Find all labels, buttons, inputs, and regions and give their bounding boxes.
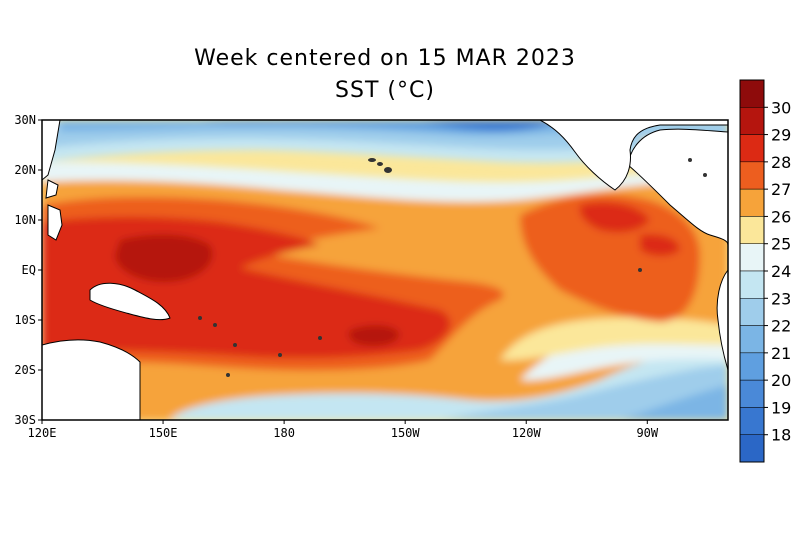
latitude-axis: 30N 20N 10N EQ 10S 20S 30S — [14, 113, 42, 427]
colorbar-swatch — [739, 434, 765, 463]
colorbar-tick-label: 28 — [771, 153, 791, 172]
colorbar-tick-label: 22 — [771, 317, 791, 336]
colorbar-swatch — [739, 270, 765, 299]
colorbar-swatch — [739, 298, 765, 326]
lat-tick-label: 30S — [14, 413, 36, 427]
colorbar-swatch — [739, 325, 765, 354]
colorbar-swatch — [739, 79, 765, 108]
colorbar-swatch — [739, 107, 765, 135]
colorbar-tick-label: 20 — [771, 371, 791, 390]
lon-tick-label: 150E — [149, 426, 178, 440]
colorbar-tick-label: 25 — [771, 235, 791, 254]
colorbar-swatch — [739, 407, 765, 435]
colorbar-tick-label: 24 — [771, 262, 791, 281]
colorbar-swatch — [739, 188, 765, 217]
map-title: Week centered on 15 MAR 2023 — [194, 46, 576, 71]
lon-tick-label: 150W — [391, 426, 421, 440]
colorbar-swatch — [739, 243, 765, 272]
colorbar-tick-label: 18 — [771, 426, 791, 445]
lon-tick-label: 120W — [512, 426, 542, 440]
colorbar-tick-label: 27 — [771, 180, 791, 199]
lat-tick-label: 20S — [14, 363, 36, 377]
lat-tick-label: 10S — [14, 313, 36, 327]
colorbar-swatch — [739, 134, 765, 163]
colorbar-tick-label: 26 — [771, 207, 791, 226]
colorbar-swatch — [739, 161, 765, 190]
colorbar-frame — [739, 79, 765, 463]
colorbar-tick-label: 19 — [771, 398, 791, 417]
lon-tick-label: 90W — [636, 426, 658, 440]
colorbar-tick-label: 21 — [771, 344, 791, 363]
colorbar-tick-label: 23 — [771, 289, 791, 308]
lat-tick-label: 10N — [14, 213, 36, 227]
map-subtitle: SST (°C) — [335, 78, 435, 103]
colorbar-tick-label: 30 — [771, 98, 791, 117]
land-masses — [42, 120, 728, 420]
colorbar: 30 29 28 27 26 25 24 23 22 21 20 19 18 — [739, 79, 791, 463]
colorbar-swatch — [739, 216, 765, 244]
lon-tick-label: 120E — [28, 426, 57, 440]
lon-tick-label: 180 — [273, 426, 295, 440]
colorbar-swatch — [739, 379, 765, 408]
colorbar-swatch — [739, 352, 765, 381]
colorbar-tick-label: 29 — [771, 126, 791, 145]
lat-tick-label: 20N — [14, 163, 36, 177]
lat-tick-label: EQ — [22, 263, 36, 277]
lat-tick-label: 30N — [14, 113, 36, 127]
longitude-axis: 120E 150E 180 150W 120W 90W — [28, 420, 659, 440]
